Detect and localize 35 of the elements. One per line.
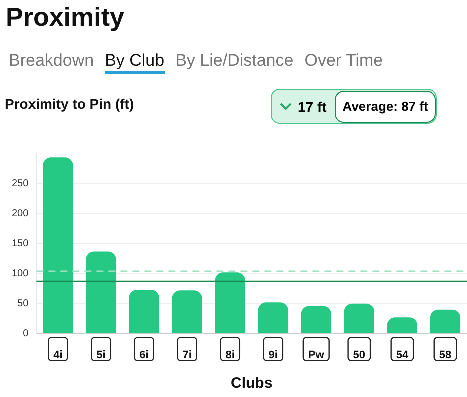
x-tick-label: 54 bbox=[396, 349, 410, 362]
x-axis-title: Clubs bbox=[231, 375, 273, 392]
x-tick-label: 7i bbox=[182, 349, 192, 362]
chart-subtitle: Proximity to Pin (ft) bbox=[5, 96, 134, 112]
text: Average: 87 ft bbox=[334, 90, 436, 122]
text: 17 ft bbox=[298, 98, 327, 114]
text: Breakdown bbox=[9, 51, 94, 72]
y-tick-label: 200 bbox=[12, 208, 30, 220]
x-tick-label: 6i bbox=[140, 349, 149, 362]
bar bbox=[387, 318, 418, 334]
bar bbox=[43, 158, 74, 334]
chart-title: Proximity bbox=[6, 2, 124, 33]
bar bbox=[172, 290, 202, 334]
bar bbox=[129, 290, 160, 334]
y-tick-label: 150 bbox=[12, 238, 30, 250]
text: By Lie/Distance bbox=[176, 51, 294, 72]
x-tick-label: 9i bbox=[268, 349, 278, 362]
x-tick-label: 58 bbox=[439, 349, 452, 362]
bar bbox=[258, 302, 288, 334]
bar bbox=[301, 306, 332, 334]
y-tick-label: 100 bbox=[12, 268, 30, 280]
x-tick-label: 5i bbox=[96, 349, 106, 362]
x-tick-label: Pw bbox=[308, 349, 325, 362]
bar bbox=[215, 272, 246, 334]
bar bbox=[430, 310, 461, 334]
bar bbox=[86, 252, 116, 334]
text: Over Time bbox=[304, 51, 384, 72]
y-tick-label: 50 bbox=[18, 298, 30, 310]
text: By Club bbox=[105, 51, 165, 74]
x-tick-label: 50 bbox=[353, 349, 366, 362]
y-tick-label: 0 bbox=[23, 328, 30, 340]
x-tick-label: 8i bbox=[226, 349, 235, 362]
y-tick-label: 250 bbox=[12, 178, 30, 190]
x-tick-label: 4i bbox=[54, 349, 63, 362]
bar bbox=[344, 304, 374, 334]
